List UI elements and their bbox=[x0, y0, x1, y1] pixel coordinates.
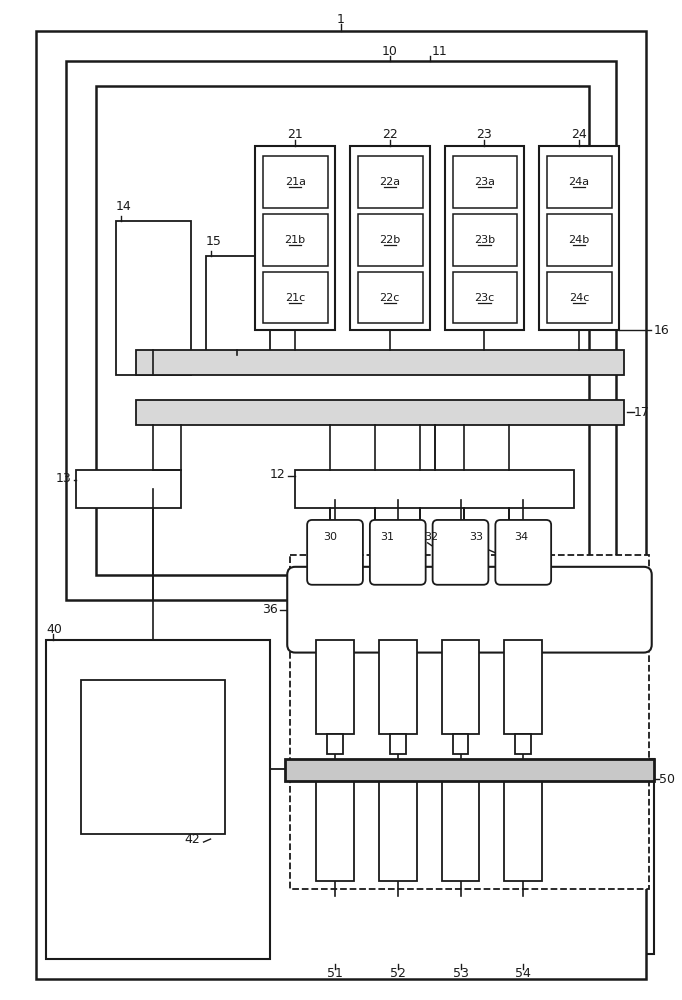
Text: 24: 24 bbox=[571, 128, 587, 141]
Bar bbox=[291, 555, 649, 889]
FancyBboxPatch shape bbox=[370, 520, 426, 585]
Text: 34: 34 bbox=[514, 532, 529, 542]
Text: 23: 23 bbox=[477, 128, 492, 141]
Bar bbox=[66, 61, 616, 600]
Text: 17: 17 bbox=[634, 406, 650, 419]
Bar bbox=[96, 86, 589, 575]
Text: 24a: 24a bbox=[569, 177, 590, 187]
Text: 31: 31 bbox=[380, 532, 394, 542]
Bar bbox=[136, 400, 624, 425]
Bar bbox=[516, 734, 531, 754]
Bar bbox=[116, 221, 190, 375]
Text: 24c: 24c bbox=[569, 293, 589, 303]
Bar bbox=[358, 272, 423, 323]
Text: 30: 30 bbox=[323, 532, 337, 542]
FancyBboxPatch shape bbox=[495, 520, 551, 585]
Bar bbox=[453, 156, 517, 208]
Bar bbox=[285, 759, 654, 954]
Text: 52: 52 bbox=[390, 967, 406, 980]
Bar bbox=[390, 734, 406, 754]
Text: 50: 50 bbox=[659, 773, 674, 786]
Bar bbox=[263, 272, 328, 323]
Bar bbox=[379, 640, 417, 734]
Text: 14: 14 bbox=[116, 200, 132, 213]
Bar bbox=[263, 156, 328, 208]
Bar bbox=[327, 734, 343, 754]
Text: 23b: 23b bbox=[474, 235, 495, 245]
Text: 32: 32 bbox=[425, 532, 439, 542]
Bar bbox=[263, 214, 328, 266]
Text: 22a: 22a bbox=[379, 177, 400, 187]
FancyBboxPatch shape bbox=[307, 520, 363, 585]
Text: 13: 13 bbox=[55, 472, 71, 485]
Bar bbox=[36, 31, 646, 979]
Text: 10: 10 bbox=[382, 45, 398, 58]
Bar bbox=[46, 640, 270, 959]
Bar bbox=[453, 272, 517, 323]
Text: 12: 12 bbox=[269, 468, 285, 481]
Text: 51: 51 bbox=[327, 967, 343, 980]
Bar bbox=[76, 470, 181, 508]
Text: 54: 54 bbox=[516, 967, 531, 980]
Bar bbox=[255, 146, 335, 330]
Bar bbox=[453, 734, 469, 754]
Bar bbox=[504, 781, 542, 881]
Bar bbox=[504, 640, 542, 734]
Bar bbox=[205, 256, 270, 355]
Bar bbox=[441, 781, 479, 881]
Text: 21a: 21a bbox=[284, 177, 306, 187]
Bar bbox=[358, 156, 423, 208]
Bar bbox=[547, 272, 612, 323]
Bar bbox=[441, 640, 479, 734]
Bar bbox=[81, 680, 226, 834]
Text: 21b: 21b bbox=[284, 235, 306, 245]
Text: 36: 36 bbox=[263, 603, 278, 616]
FancyBboxPatch shape bbox=[287, 567, 652, 653]
Bar bbox=[316, 640, 354, 734]
Text: 40: 40 bbox=[46, 623, 62, 636]
Text: 16: 16 bbox=[654, 324, 670, 337]
Text: 1: 1 bbox=[337, 13, 345, 26]
Bar bbox=[539, 146, 619, 330]
Bar bbox=[350, 146, 430, 330]
Text: 42: 42 bbox=[185, 833, 201, 846]
Bar bbox=[445, 146, 524, 330]
Text: 33: 33 bbox=[469, 532, 484, 542]
Text: 15: 15 bbox=[205, 235, 222, 248]
Bar bbox=[316, 781, 354, 881]
Bar bbox=[379, 781, 417, 881]
Bar bbox=[295, 470, 574, 508]
Text: 21: 21 bbox=[287, 128, 303, 141]
Text: 21c: 21c bbox=[285, 293, 306, 303]
Text: 22c: 22c bbox=[380, 293, 400, 303]
Text: 23a: 23a bbox=[474, 177, 495, 187]
Bar bbox=[453, 214, 517, 266]
Bar bbox=[136, 350, 624, 375]
FancyBboxPatch shape bbox=[432, 520, 488, 585]
Text: 11: 11 bbox=[432, 45, 447, 58]
Bar bbox=[358, 214, 423, 266]
Text: 22b: 22b bbox=[379, 235, 400, 245]
Bar bbox=[547, 156, 612, 208]
Bar bbox=[547, 214, 612, 266]
Bar bbox=[285, 759, 654, 781]
Text: 23c: 23c bbox=[474, 293, 494, 303]
Text: 24b: 24b bbox=[568, 235, 590, 245]
Text: 22: 22 bbox=[382, 128, 398, 141]
Text: 53: 53 bbox=[453, 967, 469, 980]
